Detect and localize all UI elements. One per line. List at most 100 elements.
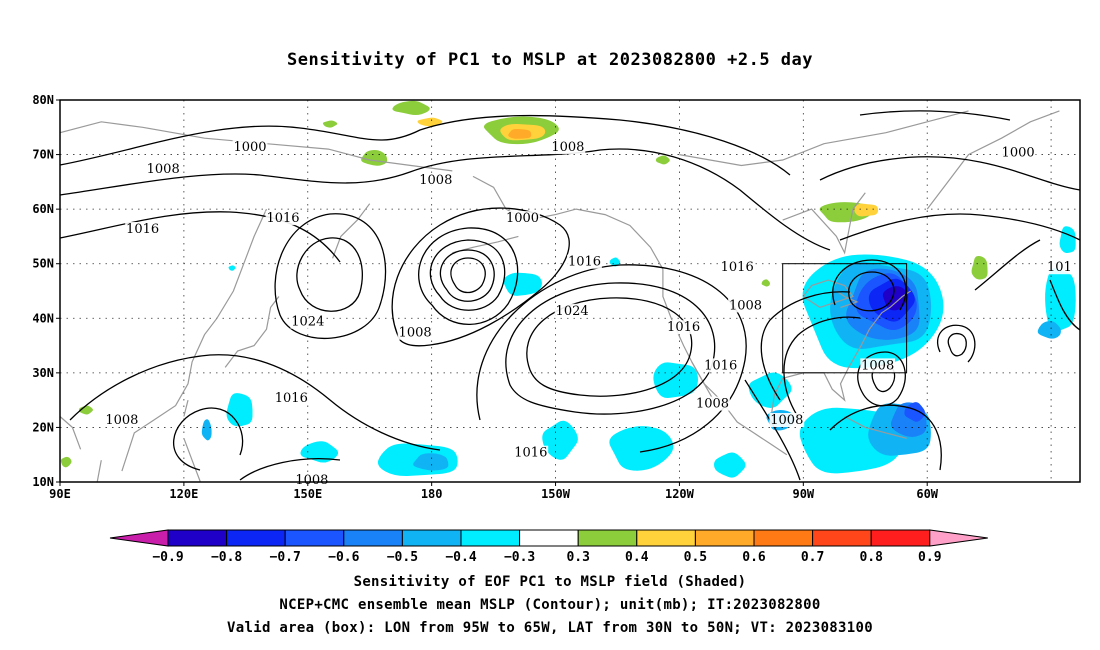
sensitivity-patch (854, 203, 879, 217)
contour-label: 1008 (696, 397, 729, 412)
colorbar-swatch (343, 529, 403, 547)
sensitivity-patch (508, 128, 532, 139)
latitude-tick-label: 20N (32, 420, 54, 434)
sensitivity-patch (904, 402, 925, 422)
contour-label-background (860, 358, 896, 373)
sensitivity-patch (655, 155, 670, 165)
contour-label-background (513, 445, 549, 460)
contour-label: 1008 (105, 413, 138, 428)
coastline-segment (96, 460, 102, 483)
sensitivity-patch (413, 453, 449, 471)
colorbar-tick-label: −0.9 (152, 550, 183, 565)
longitude-tick-label: 150E (293, 487, 322, 501)
mslp-contours (59, 110, 1081, 481)
sensitivity-patch (609, 257, 621, 267)
sensitivity-patch (971, 255, 988, 280)
contour-label: 1016 (266, 211, 299, 226)
longitude-tick-label: 90E (49, 487, 71, 501)
contour-label-background (567, 254, 602, 269)
mslp-isobar (832, 259, 907, 311)
mslp-isobar (450, 257, 486, 294)
contour-label: 1000 (506, 211, 539, 226)
mslp-isobar (760, 291, 851, 401)
colorbar-tick-label: 0.6 (742, 550, 766, 565)
longitude-tick-label: 60W (916, 487, 938, 501)
coastline-segment (782, 192, 866, 255)
mslp-isobar (937, 324, 976, 363)
contour-label: 1008 (419, 173, 452, 188)
contour-label-background (554, 303, 590, 318)
mslp-isobar (59, 114, 791, 176)
sensitivity-patch (1037, 321, 1061, 339)
mslp-isobar (819, 156, 1081, 191)
coastline-segment (472, 175, 664, 270)
coastline-segment (926, 110, 1060, 210)
colorbar-swatch (460, 529, 521, 547)
contour-label-background (1046, 260, 1073, 275)
mslp-isobar (974, 239, 1041, 291)
contour-label-background (290, 314, 326, 329)
contour-label: 1008 (399, 326, 432, 341)
contour-label-background (695, 396, 730, 411)
contour-label: 1016 (704, 358, 737, 373)
colorbar-right-arrow (929, 529, 988, 547)
contour-label: 1008 (861, 358, 894, 373)
colorbar-tick-label: 0.3 (566, 550, 589, 565)
sensitivity-patch (761, 279, 770, 287)
contour-label: 1000 (1002, 146, 1035, 161)
mslp-isobar (848, 271, 895, 312)
coastline-segment (332, 203, 371, 259)
coastline-segment (121, 208, 268, 472)
sensitivity-patch (713, 452, 746, 478)
colorbar-swatch (753, 529, 814, 547)
colorbar-tick-label: −0.5 (387, 550, 418, 565)
colorbar-tick-label: −0.3 (504, 550, 535, 565)
mslp-isobar (274, 213, 387, 340)
sensitivity-patch (503, 272, 542, 296)
mslp-isobar (418, 227, 519, 325)
contour-label: 1024 (291, 315, 324, 330)
contour-label-background (294, 473, 330, 487)
mslp-isobar (429, 239, 506, 311)
contour-label-background (728, 298, 763, 313)
latitude-tick-label: 30N (32, 366, 54, 380)
longitude-tick-label: 90W (792, 487, 814, 501)
colorbar-tick-label: 0.4 (625, 550, 649, 565)
colorbar-tick-label: −0.4 (445, 550, 476, 565)
contour-label: 1008 (295, 473, 328, 488)
contour-label-background (505, 211, 540, 226)
sensitivity-patch (1045, 268, 1076, 333)
contour-label-background (1000, 145, 1036, 160)
contour-label-background (719, 260, 755, 275)
colorbar-tick-label: −0.7 (270, 550, 301, 565)
colorbar: −0.9 −0.8 −0.7 −0.6 −0.5 −0.4 −0.3 0.3 0.4 0.5 0.6… (109, 529, 988, 565)
mslp-isobar (59, 148, 831, 251)
coastline-segment (836, 290, 859, 308)
contour-label-background (104, 413, 140, 427)
contour-label-background (273, 391, 309, 406)
colorbar-swatch (167, 529, 228, 547)
mslp-isobar (947, 332, 967, 357)
colorbar-left-arrow (109, 529, 169, 547)
mslp-isobar (296, 237, 364, 312)
contour-label: 1024 (556, 304, 589, 319)
contour-label: 1016 (667, 320, 700, 335)
contour-label-background (703, 358, 739, 373)
colorbar-tick-label: 0.7 (801, 550, 824, 565)
contour-label-background (232, 140, 268, 155)
caption-shading: Sensitivity of EOF PC1 to MSLP field (Sh… (353, 574, 747, 590)
coastline-segment (679, 110, 969, 167)
mslp-isobar (829, 404, 942, 471)
colorbar-tick-label: 0.5 (684, 550, 707, 565)
contour-label: 1008 (729, 298, 762, 313)
coastline-segment (224, 296, 280, 368)
mslp-isobar (239, 458, 341, 481)
latitude-tick-label: 60N (32, 202, 54, 216)
latitude-tick-label: 50N (32, 257, 54, 271)
latitude-tick-label: 70N (32, 148, 54, 162)
mslp-isobar (439, 249, 495, 302)
colorbar-swatch (284, 529, 345, 547)
valid-area-box (782, 263, 908, 374)
